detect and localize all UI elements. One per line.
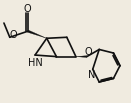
Text: O: O (84, 47, 92, 57)
Text: O: O (23, 4, 31, 14)
Text: HN: HN (28, 58, 43, 68)
Text: O: O (10, 30, 17, 40)
Polygon shape (27, 30, 47, 38)
Polygon shape (76, 56, 87, 57)
Text: N: N (88, 70, 96, 80)
